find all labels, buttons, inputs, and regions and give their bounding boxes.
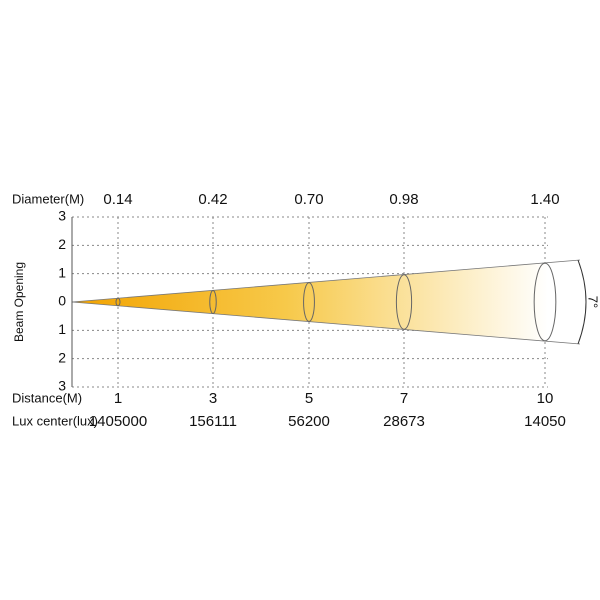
beam-cone [72,263,548,341]
distance-label: 3 [209,390,217,407]
bottom-axis-label: Distance(M) [12,390,82,405]
y-tick-label: 0 [58,293,66,309]
y-axis-label: Beam Opening [12,262,26,342]
diameter-label: 0.98 [389,191,418,208]
beam-edge [71,301,581,345]
beam-section [533,262,557,342]
y-tick-label: 2 [58,349,66,365]
beam-edge [71,259,581,303]
distance-label: 1 [114,390,122,407]
beam-section [209,289,217,315]
angle-label: 7° [586,296,600,308]
distance-label: 7 [400,390,408,407]
y-tick-label: 1 [58,264,66,280]
lux-label: 1405000 [89,413,147,430]
angle-arc [577,259,587,345]
lux-label: 156111 [189,413,237,430]
beam-section [303,282,315,322]
distance-label: 5 [305,390,313,407]
lux-label: 14050 [524,413,566,430]
lux-label: 28673 [383,413,425,430]
beam-section [115,297,121,307]
lux-row-label: Lux center(lux) [12,413,98,428]
beam-section [395,274,413,330]
y-tick-label: 2 [58,236,66,252]
top-axis-label: Diameter(M) [12,191,84,206]
y-tick-label: 3 [58,378,66,394]
diameter-label: 1.40 [530,191,559,208]
diameter-label: 0.14 [103,191,132,208]
lux-label: 56200 [288,413,330,430]
y-tick-label: 3 [58,208,66,224]
y-tick-label: 1 [58,321,66,337]
diameter-label: 0.42 [198,191,227,208]
diameter-label: 0.70 [294,191,323,208]
distance-label: 10 [537,390,554,407]
